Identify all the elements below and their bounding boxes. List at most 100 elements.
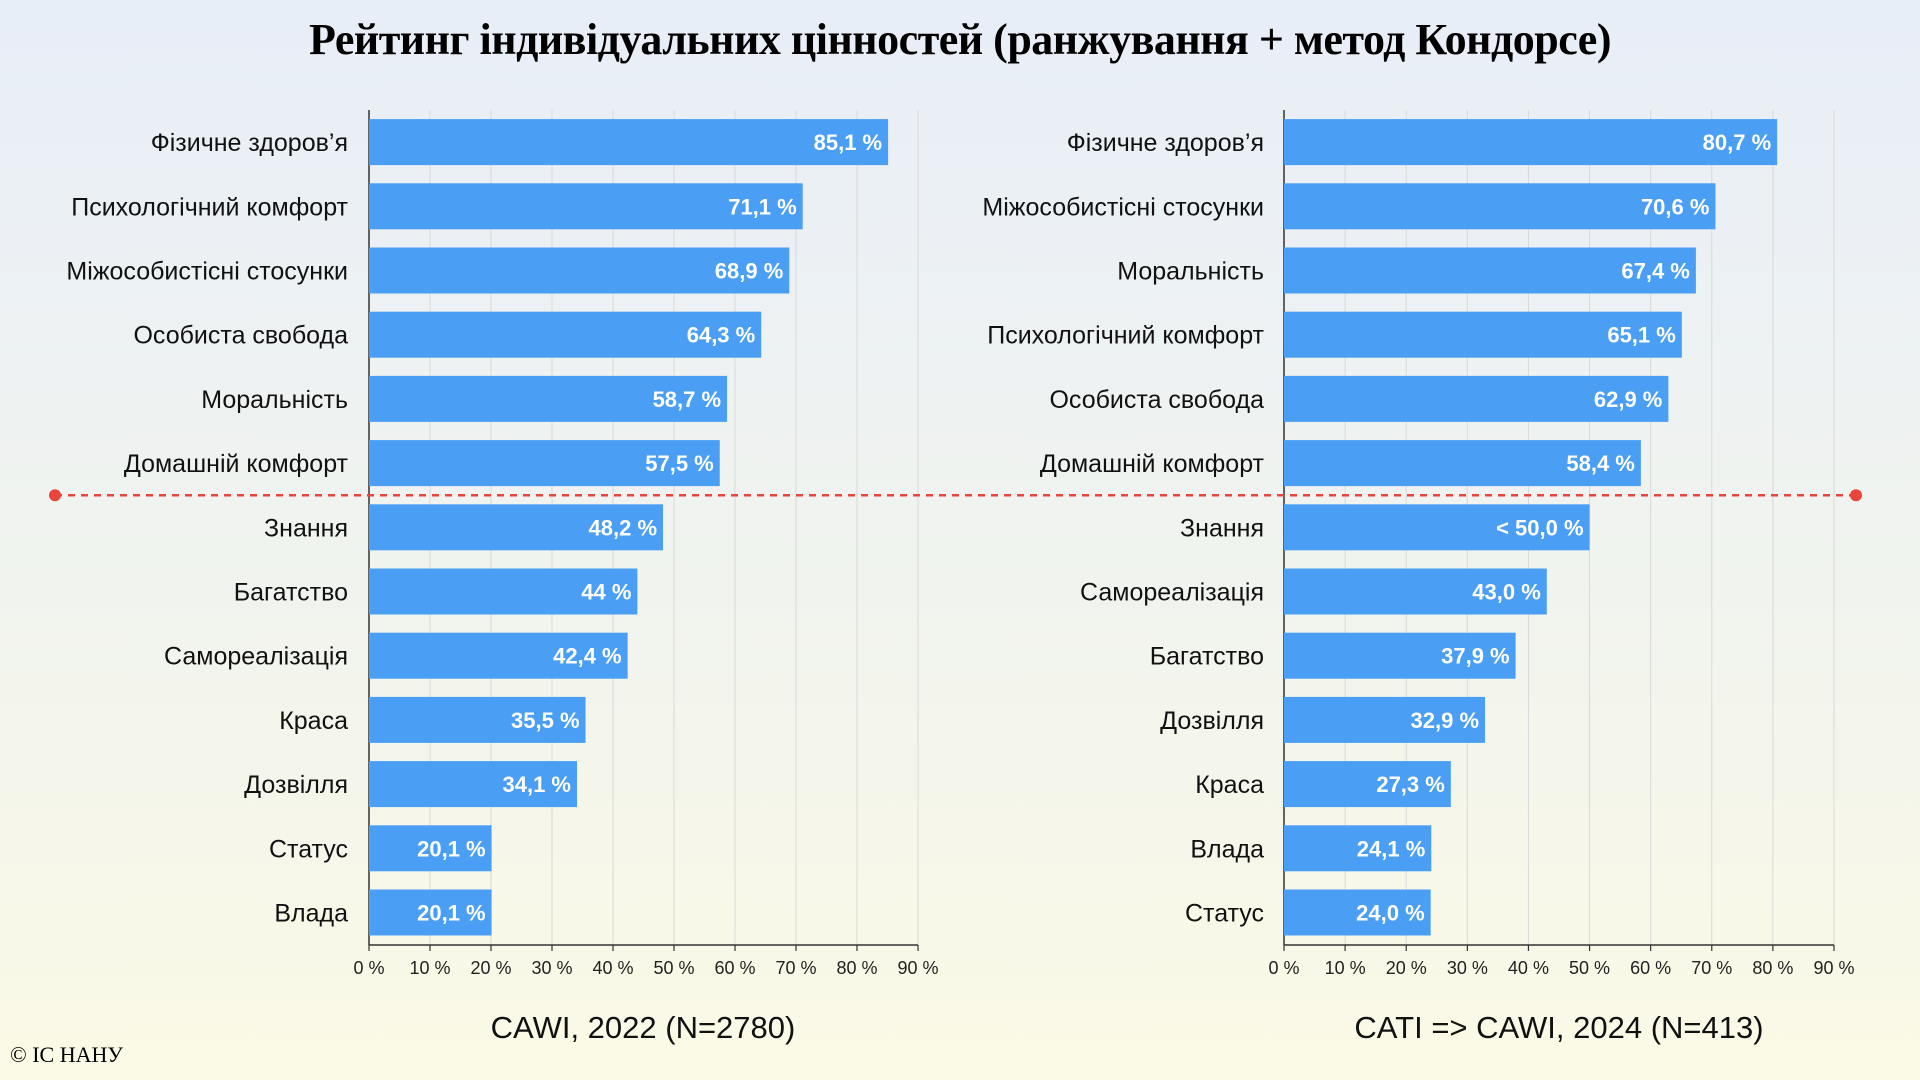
data-label: 58,4 % <box>1566 451 1635 476</box>
threshold-marker-right <box>1850 489 1862 502</box>
x-tick-label: 40 % <box>1508 958 1549 978</box>
category-label: Краса <box>1195 771 1264 799</box>
bar <box>1284 568 1547 615</box>
category-label: Особиста свобода <box>1049 386 1264 414</box>
data-label: 62,9 % <box>1594 387 1663 412</box>
data-label: 24,0 % <box>1356 901 1425 926</box>
bar <box>1284 889 1431 936</box>
category-label: Моральність <box>201 386 348 414</box>
category-label: Фізичне здоров’я <box>1067 129 1264 157</box>
x-tick-label: 80 % <box>1752 958 1793 978</box>
bar <box>1284 375 1669 422</box>
x-tick-label: 40 % <box>592 958 633 978</box>
x-tick-label: 90 % <box>1813 958 1854 978</box>
category-label: Самореалізація <box>164 643 348 671</box>
x-tick-label: 0 % <box>353 958 384 978</box>
category-label: Статус <box>269 835 348 863</box>
bar <box>369 761 578 808</box>
bar <box>369 696 586 743</box>
data-label: 64,3 % <box>687 323 756 348</box>
data-label: 20,1 % <box>417 901 486 926</box>
x-tick-label: 80 % <box>836 958 877 978</box>
category-label: Багатство <box>234 579 348 607</box>
category-label: Самореалізація <box>1080 579 1264 607</box>
bar <box>1284 632 1516 679</box>
threshold-marker-left <box>49 489 61 502</box>
category-label: Дозвілля <box>1160 707 1264 735</box>
data-label: 48,2 % <box>589 515 658 540</box>
bar <box>1284 504 1590 551</box>
data-label: 20,1 % <box>417 836 486 861</box>
data-label: 80,7 % <box>1703 130 1772 155</box>
bar <box>1284 119 1778 166</box>
data-label: 43,0 % <box>1472 580 1541 605</box>
x-tick-label: 60 % <box>1630 958 1671 978</box>
bar <box>369 568 638 615</box>
data-label: 58,7 % <box>653 387 722 412</box>
data-label: 85,1 % <box>814 130 883 155</box>
bar <box>369 183 803 230</box>
bar <box>1284 696 1486 743</box>
x-tick-label: 10 % <box>1325 958 1366 978</box>
category-label: Особиста свобода <box>133 322 348 350</box>
copyright-text: © ІС НАНУ <box>10 1042 123 1067</box>
bar <box>369 504 664 551</box>
data-label: 68,9 % <box>715 259 784 284</box>
x-tick-label: 30 % <box>531 958 572 978</box>
category-label: Міжособистісні стосунки <box>982 193 1264 221</box>
data-label: 70,6 % <box>1641 194 1710 219</box>
data-label: 24,1 % <box>1357 836 1426 861</box>
category-label: Влада <box>274 900 348 928</box>
x-tick-label: 70 % <box>775 958 816 978</box>
category-label: Міжособистісні стосунки <box>66 258 348 286</box>
category-label: Знання <box>264 514 348 542</box>
x-tick-label: 10 % <box>409 958 450 978</box>
bar <box>369 311 762 358</box>
category-label: Краса <box>279 707 348 735</box>
data-label: 37,9 % <box>1441 644 1510 669</box>
data-label: 71,1 % <box>728 194 797 219</box>
category-label: Багатство <box>1150 643 1264 671</box>
data-label: 34,1 % <box>503 772 572 797</box>
chart-subtitle: CAWI, 2022 (N=2780) <box>491 1010 796 1045</box>
category-label: Фізичне здоров’я <box>151 129 348 157</box>
bar <box>369 440 720 487</box>
category-label: Знання <box>1180 514 1264 542</box>
x-tick-label: 0 % <box>1268 958 1299 978</box>
category-label: Домашній комфорт <box>124 450 349 478</box>
data-label: 57,5 % <box>645 451 714 476</box>
x-tick-label: 90 % <box>897 958 938 978</box>
category-label: Дозвілля <box>244 771 348 799</box>
bar <box>1284 311 1682 358</box>
category-label: Домашній комфорт <box>1040 450 1265 478</box>
chart-title: Рейтинг індивідуальних цінностей (ранжув… <box>309 15 1611 64</box>
bar <box>369 247 790 294</box>
category-label: Моральність <box>1117 258 1264 286</box>
category-label: Влада <box>1190 835 1264 863</box>
bar <box>1284 825 1432 872</box>
chart-subtitle: CATI => CAWI, 2024 (N=413) <box>1354 1010 1763 1045</box>
x-tick-label: 60 % <box>714 958 755 978</box>
bar <box>369 889 492 936</box>
data-label: 44 % <box>581 580 631 605</box>
bar <box>369 825 492 872</box>
data-label: 67,4 % <box>1621 259 1690 284</box>
category-label: Психологічний комфорт <box>71 193 348 221</box>
x-tick-label: 50 % <box>1569 958 1610 978</box>
category-label: Статус <box>1185 900 1264 928</box>
bar <box>1284 247 1696 294</box>
data-label: 35,5 % <box>511 708 580 733</box>
data-label: < 50,0 % <box>1496 515 1583 540</box>
x-tick-label: 20 % <box>1386 958 1427 978</box>
x-tick-label: 30 % <box>1447 958 1488 978</box>
data-label: 27,3 % <box>1376 772 1445 797</box>
data-label: 65,1 % <box>1607 323 1676 348</box>
data-label: 32,9 % <box>1411 708 1480 733</box>
x-tick-label: 50 % <box>653 958 694 978</box>
x-tick-label: 20 % <box>470 958 511 978</box>
bar <box>369 632 628 679</box>
bar <box>369 375 728 422</box>
bar <box>1284 440 1641 487</box>
bar <box>1284 761 1451 808</box>
